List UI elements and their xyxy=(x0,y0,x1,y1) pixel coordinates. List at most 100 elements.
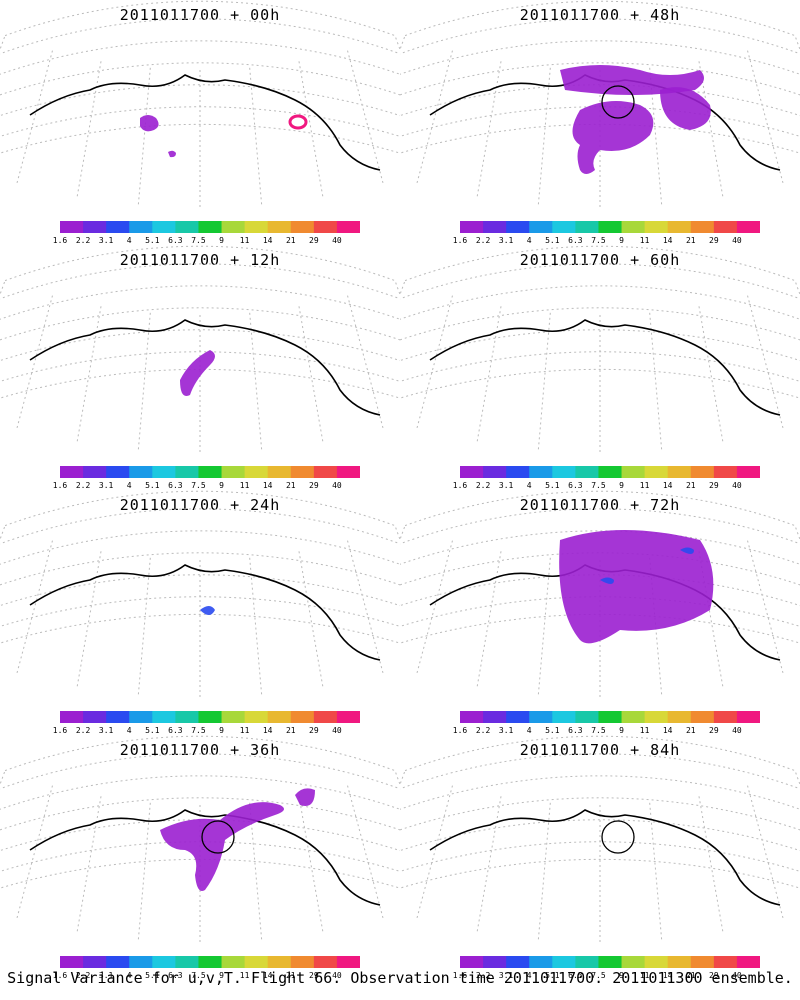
colorbar-label: 1.6 xyxy=(452,481,468,490)
figure-caption: Signal Variance for u,v,T. Flight 66. Ob… xyxy=(7,969,793,987)
colorbar-segment xyxy=(483,221,507,233)
colorbar-label: 40 xyxy=(732,726,742,735)
colorbar-segment xyxy=(152,956,176,968)
latitude-line xyxy=(400,819,800,852)
panel-title: 2011011700 + 84h xyxy=(519,741,681,759)
forecast-panel: 2011011700 + 36h 1.6 2.2 3.1 4 5.1 6.3 7.5 9 11 14… xyxy=(0,735,400,980)
colorbar-segment xyxy=(483,466,507,478)
map-frame xyxy=(0,0,400,154)
observation-circle xyxy=(601,820,635,854)
observation-circle xyxy=(201,820,235,854)
variance-region xyxy=(559,530,714,644)
colorbar-segment xyxy=(221,466,246,478)
longitude-line xyxy=(137,67,151,208)
colorbar-label: 1.6 xyxy=(52,481,68,490)
colorbar-label: 9 xyxy=(619,971,624,980)
longitude-line xyxy=(415,785,453,921)
colorbar-label: 11 xyxy=(239,971,250,980)
colorbar-label: 9 xyxy=(219,236,224,245)
colorbar-segment xyxy=(221,221,246,233)
colorbar-segment xyxy=(106,221,130,233)
colorbar-segment xyxy=(713,466,738,478)
colorbar-segment xyxy=(267,221,292,233)
colorbar-segment xyxy=(598,956,623,968)
polar-map xyxy=(400,245,800,455)
variance-region xyxy=(600,577,614,584)
colorbar-segment xyxy=(460,956,484,968)
variance-region xyxy=(200,606,215,615)
colorbar-segment xyxy=(290,711,315,723)
colorbar-label: 3.1 xyxy=(498,236,514,245)
latitude-line xyxy=(0,574,400,607)
colorbar-label: 9 xyxy=(619,236,624,245)
colorbar-segment xyxy=(667,711,692,723)
colorbar-label: 4 xyxy=(126,971,132,980)
colorbar xyxy=(460,466,760,478)
colorbar-segment xyxy=(598,221,623,233)
colorbar-segment xyxy=(106,711,130,723)
colorbar-segment xyxy=(129,956,153,968)
colorbar-segment xyxy=(506,221,530,233)
longitude-line xyxy=(76,61,102,200)
latitude-line xyxy=(400,84,800,117)
longitude-line xyxy=(15,295,53,431)
colorbar-label: 29 xyxy=(309,971,319,980)
colorbar-segment xyxy=(244,466,269,478)
coastline xyxy=(29,809,381,906)
forecast-panel: 2011011700 + 84h 1.6 2.2 3.1 4 5.1 6.3 7.5 9 11 14… xyxy=(400,735,800,980)
colorbar-segment xyxy=(621,221,646,233)
colorbar-label: 4 xyxy=(126,726,132,735)
colorbar-label: 14 xyxy=(262,971,273,980)
panel-title: 2011011700 + 00h xyxy=(119,6,281,24)
colorbar-label: 11 xyxy=(239,726,250,735)
colorbar-label: 5.1 xyxy=(545,481,560,490)
colorbar-label: 5.1 xyxy=(545,971,560,980)
colorbar-segment xyxy=(336,466,360,478)
polar-map xyxy=(0,735,400,945)
latitude-line xyxy=(0,106,400,137)
colorbar-label: 14 xyxy=(662,481,673,490)
colorbar-label: 29 xyxy=(309,481,319,490)
colorbar-segment xyxy=(460,221,484,233)
longitude-line xyxy=(537,557,551,698)
colorbar-segment xyxy=(336,711,360,723)
colorbar-label: 5.1 xyxy=(545,726,560,735)
latitude-line xyxy=(0,797,400,831)
colorbar-labels: 1.6 2.2 3.1 4 5.1 6.3 7.5 9 11 14 21 29 40 xyxy=(52,481,366,491)
colorbar-segment xyxy=(667,221,692,233)
colorbar-label: 29 xyxy=(309,236,319,245)
colorbar-segment xyxy=(575,956,599,968)
colorbar xyxy=(460,711,760,723)
colorbar-segment xyxy=(736,466,760,478)
forecast-panel: 2011011700 + 00h 1.6 2.2 3.1 4 5.1 6.3 7.5 9 11 14… xyxy=(0,0,400,245)
longitude-line xyxy=(347,50,385,186)
colorbar-label: 6.3 xyxy=(168,971,183,980)
colorbar-label: 4 xyxy=(526,236,532,245)
colorbar-label: 40 xyxy=(732,481,742,490)
latitude-line xyxy=(400,841,800,872)
colorbar-segment xyxy=(598,711,623,723)
latitude-line xyxy=(400,530,800,565)
colorbar-segment xyxy=(336,221,360,233)
colorbar-segment xyxy=(244,956,269,968)
colorbar-segment xyxy=(483,711,507,723)
latitude-line xyxy=(400,329,800,362)
latitude-line xyxy=(0,40,400,75)
variance-region xyxy=(160,802,284,891)
colorbar-segment xyxy=(506,466,530,478)
colorbar-segment xyxy=(736,956,760,968)
colorbar-label: 2.2 xyxy=(75,726,91,735)
colorbar-segment xyxy=(60,221,84,233)
longitude-line xyxy=(298,796,324,935)
colorbar-segment xyxy=(529,466,553,478)
colorbar-segment xyxy=(290,466,315,478)
longitude-line xyxy=(15,540,53,676)
longitude-line xyxy=(347,295,385,431)
colorbar-segment xyxy=(690,711,715,723)
colorbar-segment xyxy=(129,466,153,478)
colorbar-label: 2.2 xyxy=(475,971,491,980)
colorbar-segment xyxy=(198,956,223,968)
longitude-line xyxy=(537,67,551,208)
colorbar-label: 5.1 xyxy=(145,971,160,980)
map-frame xyxy=(0,245,400,399)
